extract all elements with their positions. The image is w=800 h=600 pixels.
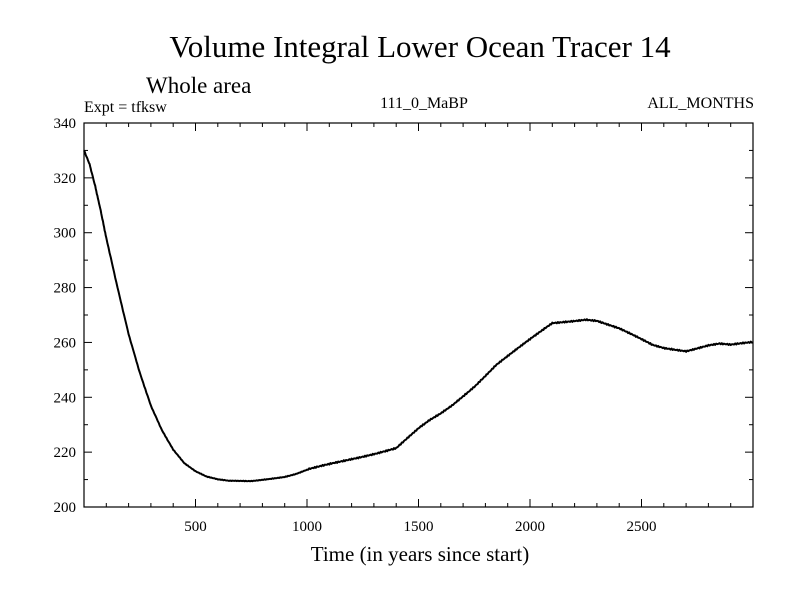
- y-tick-label: 260: [54, 335, 77, 351]
- y-tick-label: 320: [54, 171, 77, 187]
- y-tick-label: 280: [54, 281, 77, 297]
- plot-frame: [83, 122, 754, 508]
- y-tick-label: 220: [54, 445, 77, 461]
- axis-ticks: [84, 123, 753, 507]
- x-tick-label: 500: [184, 519, 207, 535]
- x-tick-label: 1000: [292, 519, 322, 535]
- chart-title: Volume Integral Lower Ocean Tracer 14: [169, 29, 671, 64]
- series-line: [83, 149, 754, 483]
- chart-subtitle: Whole area: [146, 73, 251, 98]
- x-axis-label: Time (in years since start): [311, 542, 530, 566]
- y-tick-label: 240: [54, 390, 77, 406]
- run-label: 111_0_MaBP: [380, 95, 468, 112]
- y-tick-label: 200: [54, 500, 77, 516]
- experiment-label: Expt = tfksw: [84, 99, 167, 116]
- axis-tick-labels: 500 1000 1500 2000 2500 200 220 240 260 280 300 320…: [54, 116, 657, 535]
- y-tick-label: 300: [54, 226, 77, 242]
- months-label: ALL_MONTHS: [647, 95, 754, 112]
- y-tick-label: 340: [54, 116, 77, 132]
- x-tick-label: 1500: [404, 519, 434, 535]
- x-tick-label: 2000: [515, 519, 545, 535]
- x-tick-label: 2500: [627, 519, 657, 535]
